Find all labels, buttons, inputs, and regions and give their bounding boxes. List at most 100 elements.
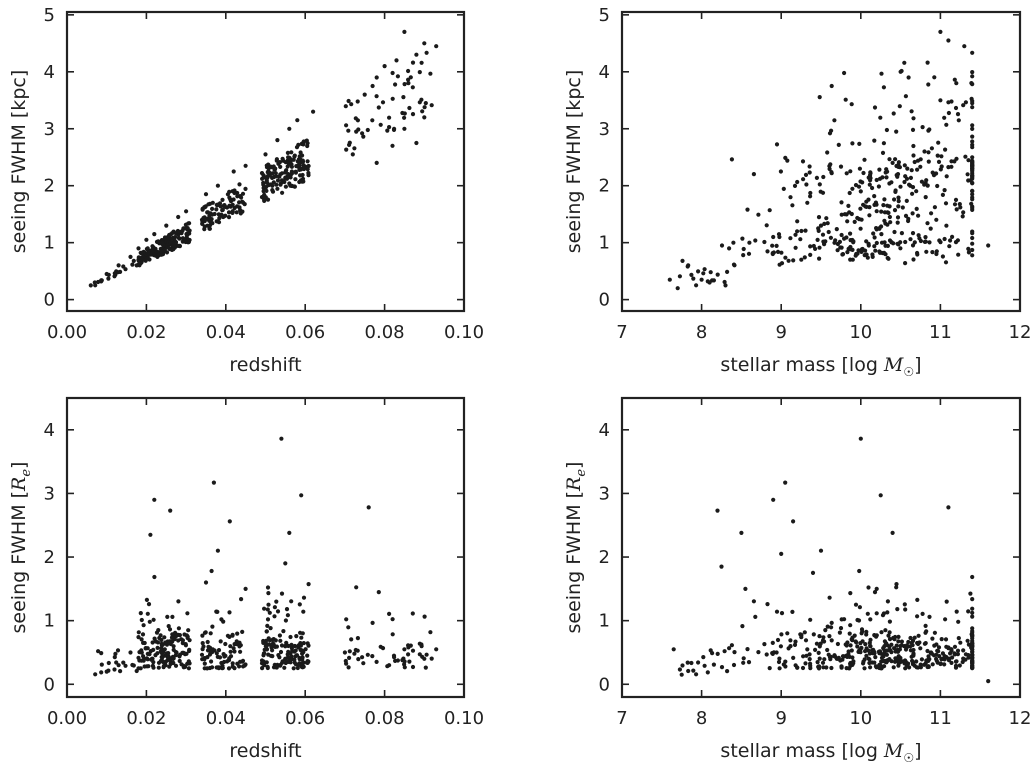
scatter-point — [810, 570, 816, 576]
scatter-point — [273, 638, 278, 643]
scatter-point — [402, 115, 407, 120]
scatter-point — [776, 659, 782, 665]
scatter-point — [764, 652, 769, 657]
scatter-point — [283, 170, 288, 175]
x-tick-label: 0.00 — [47, 708, 87, 729]
scatter-point — [872, 105, 878, 110]
scatter-point — [918, 646, 923, 651]
scatter-point — [955, 648, 961, 653]
scatter-point — [966, 642, 972, 647]
scatter-point — [266, 591, 271, 596]
scatter-point — [147, 619, 152, 624]
scatter-point — [209, 659, 214, 664]
scatter-point — [344, 617, 349, 622]
scatter-point — [811, 243, 816, 249]
scatter-point — [370, 620, 375, 626]
x-tick-label: 0.08 — [365, 322, 405, 343]
scatter-point — [814, 175, 820, 180]
scatter-point — [272, 614, 277, 619]
scatter-point — [745, 647, 750, 652]
scatter-point — [290, 648, 295, 653]
scatter-point — [414, 52, 419, 57]
scatter-point — [961, 210, 966, 215]
scatter-point — [870, 185, 875, 191]
y-tick-label: 3 — [44, 483, 55, 504]
scatter-point — [858, 206, 863, 211]
scatter-point — [275, 662, 280, 668]
scatter-point — [283, 176, 288, 181]
scatter-point — [942, 662, 947, 667]
scatter-point — [849, 102, 854, 107]
scatter-point — [940, 254, 946, 259]
scatter-point — [825, 624, 830, 629]
scatter-point — [741, 253, 746, 258]
scatter-point — [346, 128, 351, 133]
scatter-point — [282, 179, 287, 185]
scatter-point — [178, 229, 183, 235]
scatter-point — [803, 638, 809, 643]
scatter-point — [200, 221, 205, 226]
scatter-point — [926, 150, 931, 155]
scatter-point — [935, 153, 940, 158]
scatter-point — [387, 115, 392, 120]
scatter-point — [943, 147, 948, 152]
x-axis-label: stellar mass [log M☉] — [720, 354, 921, 379]
scatter-point — [267, 610, 272, 615]
scatter-point — [155, 645, 160, 651]
scatter-point — [825, 150, 830, 155]
scatter-point — [828, 235, 834, 240]
scatter-point — [956, 619, 961, 624]
scatter-point — [861, 170, 866, 176]
scatter-point — [112, 271, 117, 276]
scatter-point — [131, 258, 136, 263]
scatter-point — [142, 640, 147, 646]
scatter-point — [902, 60, 907, 65]
scatter-point — [185, 634, 190, 639]
scatter-point — [779, 611, 785, 616]
scatter-point — [225, 633, 230, 638]
scatter-point — [887, 157, 892, 162]
scatter-point — [774, 243, 779, 248]
scatter-point — [387, 611, 392, 617]
scatter-point — [355, 648, 360, 653]
scatter-point — [792, 183, 798, 188]
scatter-point — [753, 238, 758, 243]
scatter-point — [808, 666, 813, 671]
scatter-point — [677, 274, 683, 279]
scatter-point — [942, 188, 947, 193]
scatter-point — [202, 205, 208, 210]
scatter-point — [387, 125, 392, 130]
scatter-point — [914, 189, 919, 194]
scatter-point — [970, 134, 975, 139]
scatter-point — [701, 271, 706, 276]
scatter-point — [141, 623, 146, 628]
scatter-point — [202, 666, 207, 671]
scatter-point — [305, 653, 310, 658]
scatter-point — [771, 497, 776, 502]
scatter-point — [291, 666, 296, 671]
scatter-point — [808, 617, 813, 622]
scatter-point — [285, 150, 290, 155]
scatter-point — [868, 637, 873, 643]
scatter-point — [170, 231, 175, 236]
scatter-point — [205, 210, 211, 215]
scatter-point — [128, 650, 133, 655]
scatter-point — [970, 231, 975, 236]
scatter-point — [293, 648, 298, 653]
scatter-point — [374, 75, 379, 80]
scatter-point — [881, 85, 887, 90]
scatter-point — [746, 251, 752, 256]
scatter-point — [280, 156, 285, 161]
scatter-point — [243, 186, 248, 191]
scatter-point — [702, 267, 707, 272]
scatter-point — [970, 188, 975, 193]
scatter-point — [777, 666, 782, 671]
scatter-point — [932, 643, 937, 648]
scatter-point — [866, 197, 871, 202]
scatter-point — [881, 203, 886, 208]
scatter-point — [139, 250, 144, 255]
scatter-point — [202, 630, 208, 635]
scatter-point — [881, 654, 886, 659]
scatter-point — [725, 669, 730, 674]
scatter-point — [392, 126, 397, 131]
